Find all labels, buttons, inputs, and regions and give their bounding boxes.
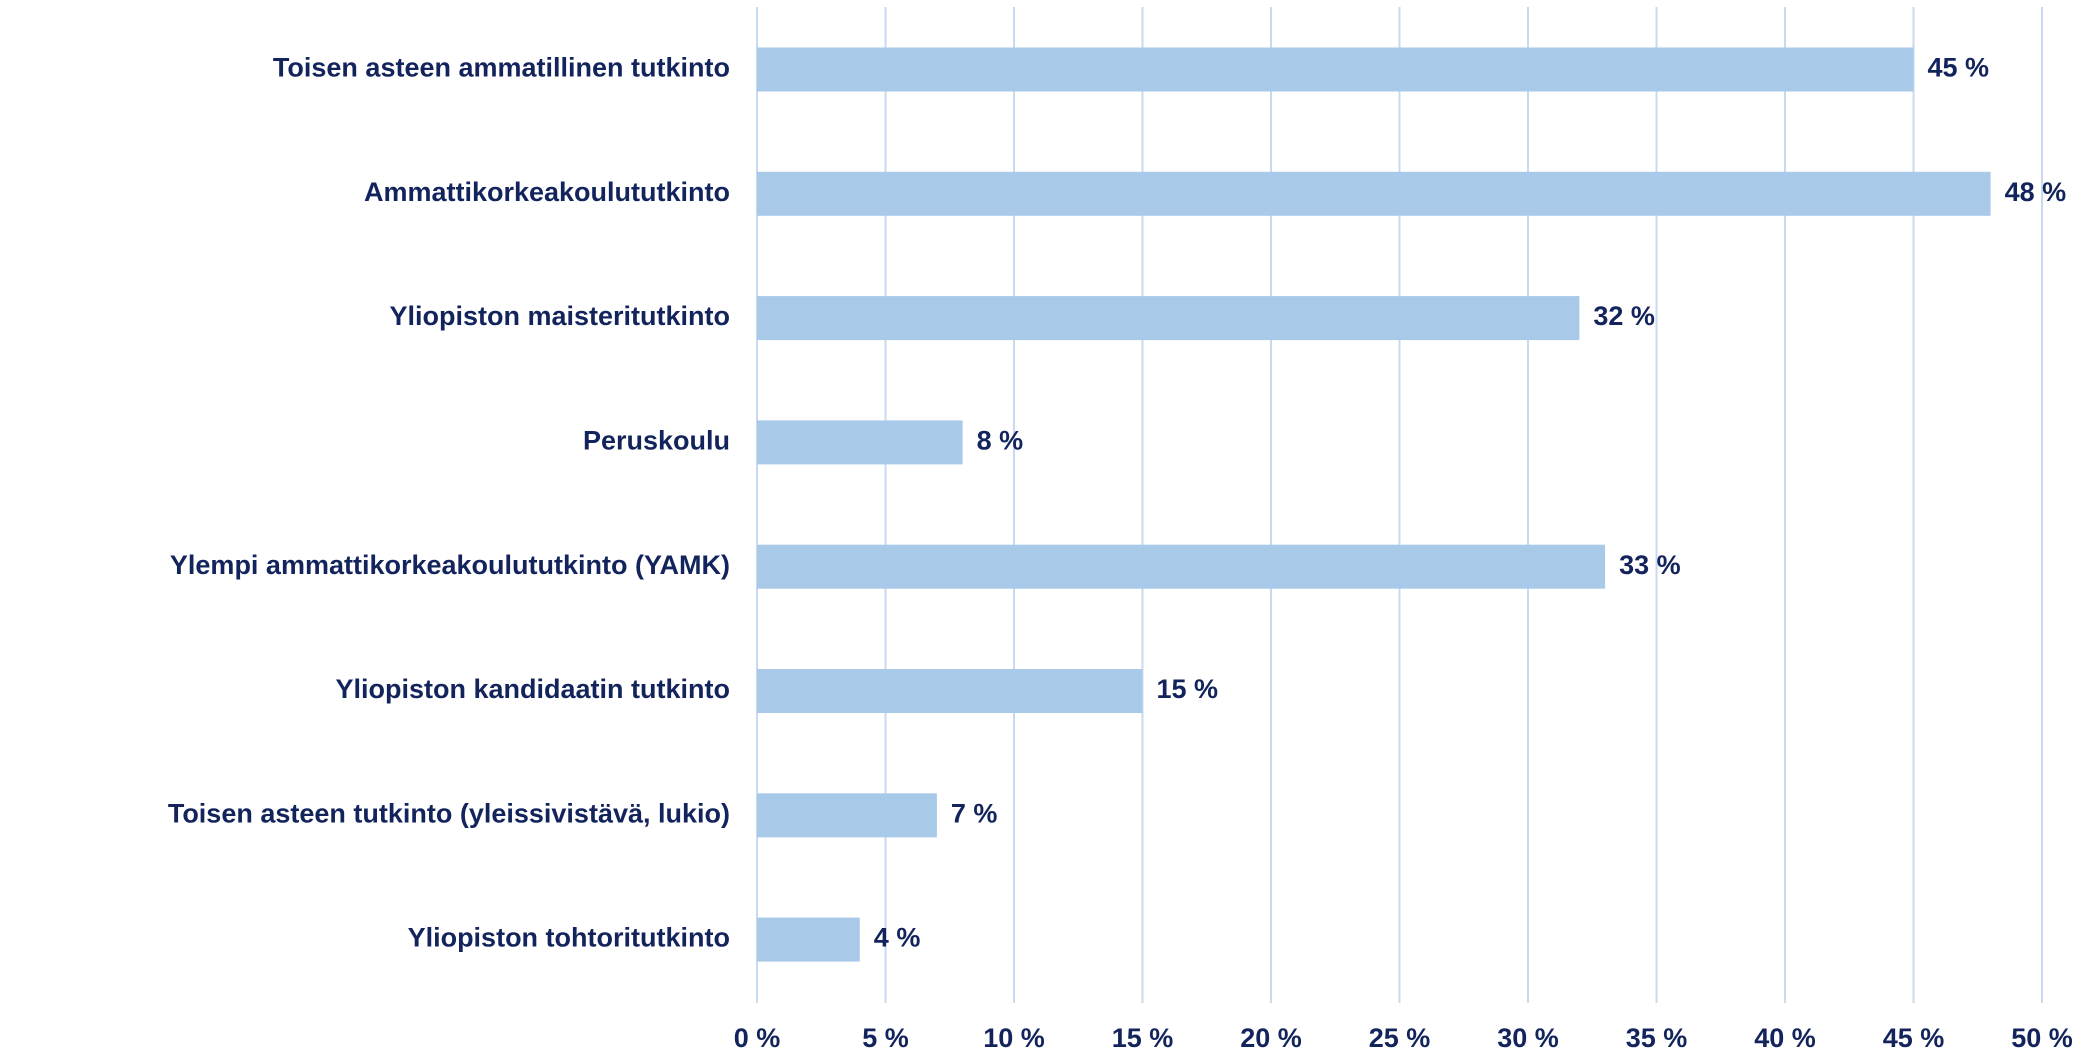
x-tick-label: 20 % (1240, 1023, 1302, 1053)
x-tick-label: 0 % (734, 1023, 781, 1053)
bar (757, 793, 937, 838)
y-tick-label: Yliopiston kandidaatin tutkinto (336, 674, 731, 704)
y-tick-label: Toisen asteen tutkinto (yleissivistävä, … (168, 798, 730, 828)
y-tick-label: Toisen asteen ammatillinen tutkinto (273, 53, 730, 83)
x-tick-label: 50 % (2011, 1023, 2073, 1053)
data-label: 33 % (1619, 550, 1681, 580)
bar (757, 420, 963, 465)
data-label: 8 % (977, 426, 1024, 456)
bar (757, 47, 1914, 92)
x-tick-label: 40 % (1754, 1023, 1816, 1053)
data-label: 4 % (874, 923, 921, 953)
bar (757, 296, 1580, 341)
x-tick-label: 5 % (862, 1023, 909, 1053)
data-label: 7 % (951, 798, 998, 828)
x-tick-label: 25 % (1369, 1023, 1431, 1053)
bar (757, 917, 860, 962)
y-tick-label: Yliopiston maisteritutkinto (389, 301, 730, 331)
x-tick-label: 10 % (983, 1023, 1045, 1053)
bar (757, 544, 1606, 589)
x-tick-label: 45 % (1883, 1023, 1945, 1053)
data-label: 15 % (1157, 674, 1219, 704)
y-tick-label: Peruskoulu (583, 426, 730, 456)
bar (757, 171, 1991, 216)
x-tick-label: 35 % (1626, 1023, 1688, 1053)
data-label: 32 % (1593, 301, 1655, 331)
bar (757, 669, 1143, 713)
x-tick-label: 15 % (1112, 1023, 1174, 1053)
x-tick-label: 30 % (1497, 1023, 1559, 1053)
y-tick-label: Ylempi ammattikorkeakoulututkinto (YAMK) (170, 550, 730, 580)
y-tick-label: Yliopiston tohtoritutkinto (408, 923, 730, 953)
data-label: 48 % (2005, 177, 2067, 207)
data-label: 45 % (1928, 53, 1990, 83)
y-tick-label: Ammattikorkeakoulututkinto (364, 177, 730, 207)
